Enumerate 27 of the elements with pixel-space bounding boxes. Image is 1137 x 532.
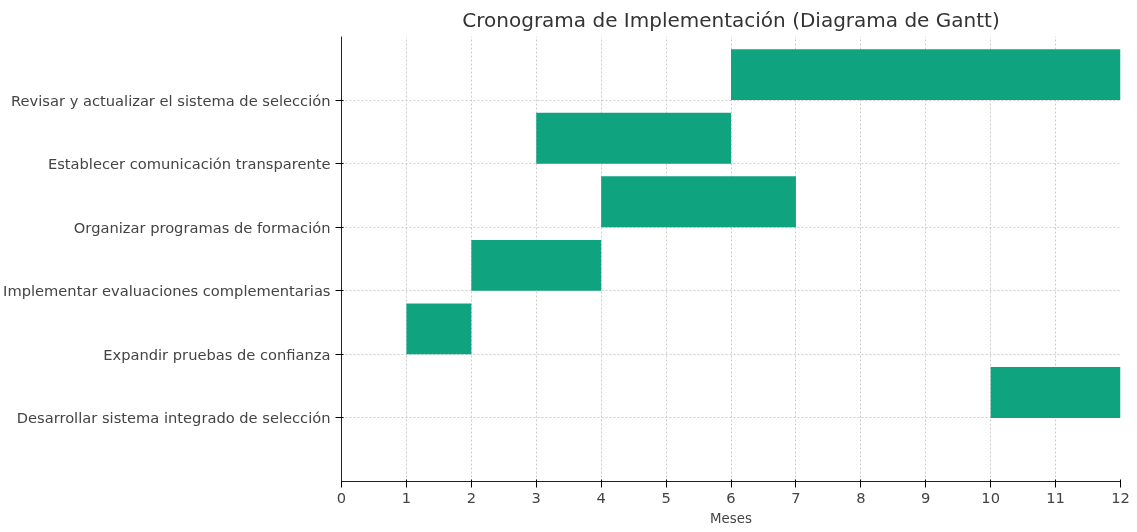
bar [731,49,1121,101]
bar [990,367,1121,418]
chart-title: Cronograma de Implementación (Diagrama de Gantt) [462,7,1000,32]
bar [471,239,602,291]
bar [536,112,731,164]
y-tick-label: Expandir pruebas de confianza [103,345,331,363]
x-tick-label: 6 [726,488,736,506]
x-tick-label: 11 [1046,488,1065,506]
y-tick-label: Implementar evaluaciones complementarias [3,282,331,300]
x-tick-label: 2 [466,488,476,506]
x-tick-label: 7 [791,488,801,506]
x-tick-label: 3 [531,488,541,506]
y-tick-label: Establecer comunicación transparente [47,155,331,173]
y-tick-label: Organizar programas de formación [73,218,331,236]
y-tick-label: Revisar y actualizar el sistema de selección [11,91,331,109]
x-tick-label: 8 [856,488,866,506]
x-axis-title: Meses [710,510,752,526]
x-tick-label: 4 [596,488,606,506]
x-tick-label: 9 [921,488,931,506]
x-tick-label: 1 [401,488,412,506]
bar [406,303,472,355]
y-tick-label: Desarrollar sistema integrado de selección [16,409,331,427]
bar [601,176,796,228]
x-tick-label: 12 [1111,488,1130,506]
x-tick-label: 0 [336,488,347,506]
x-tick-label: 10 [981,488,1000,506]
x-tick-label: 5 [661,488,671,506]
